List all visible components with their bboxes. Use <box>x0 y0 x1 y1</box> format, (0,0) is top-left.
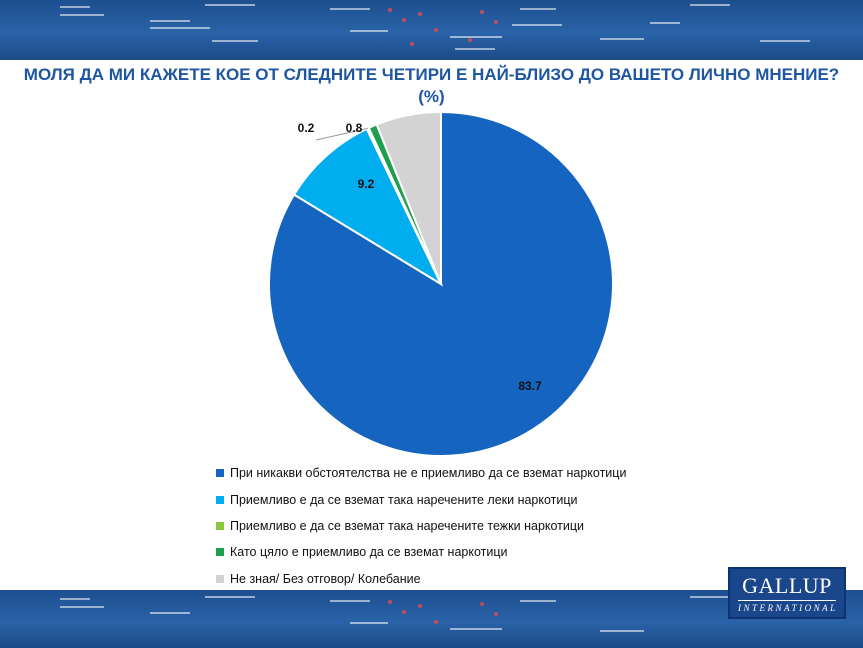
logo-sub-text: INTERNATIONAL <box>738 600 836 613</box>
data-label: 83.7 <box>518 379 542 393</box>
logo-main-text: GALLUP <box>742 573 832 598</box>
map-pattern-decoration <box>60 596 730 632</box>
chart-legend: При никакви обстоятелства не е приемливо… <box>216 460 686 592</box>
pie-chart: 83.7 9.2 0.2 0.8 <box>268 110 614 457</box>
legend-swatch <box>216 548 224 557</box>
legend-item: При никакви обстоятелства не е приемливо… <box>216 460 686 486</box>
chart-title: МОЛЯ ДА МИ КАЖЕТЕ КОЕ ОТ СЛЕДНИТЕ ЧЕТИРИ… <box>23 65 840 106</box>
legend-label: При никакви обстоятелства не е приемливо… <box>230 466 627 481</box>
pie-slice <box>375 110 442 285</box>
leader-line <box>315 127 368 141</box>
header-band <box>0 0 863 60</box>
gallup-international-logo: GALLUP INTERNATIONAL <box>728 567 846 619</box>
legend-item: Приемливо е да се вземат така наречените… <box>216 513 686 539</box>
legend-label: Не зная/ Без отговор/ Колебание <box>230 571 421 586</box>
legend-swatch <box>216 495 224 504</box>
data-label: 0.2 <box>298 121 315 135</box>
legend-swatch <box>216 469 224 478</box>
data-label: 9.2 <box>358 177 375 191</box>
footer-band <box>0 590 863 648</box>
legend-label: Приемливо е да се вземат така наречените… <box>230 492 578 507</box>
pie-slice <box>292 127 444 287</box>
legend-swatch <box>216 521 224 530</box>
legend-item: Приемливо е да се вземат така наречените… <box>216 486 686 512</box>
data-label: 0.8 <box>346 121 363 135</box>
legend-item: Не зная/ Без отговор/ Колебание <box>216 566 686 592</box>
legend-item: Като цяло е приемливо да се вземат нарко… <box>216 539 686 565</box>
legend-label: Приемливо е да се вземат така наречените… <box>230 518 585 533</box>
legend-swatch <box>216 574 224 583</box>
map-pattern-decoration <box>60 4 810 50</box>
legend-label: Като цяло е приемливо да се вземат нарко… <box>230 545 508 560</box>
